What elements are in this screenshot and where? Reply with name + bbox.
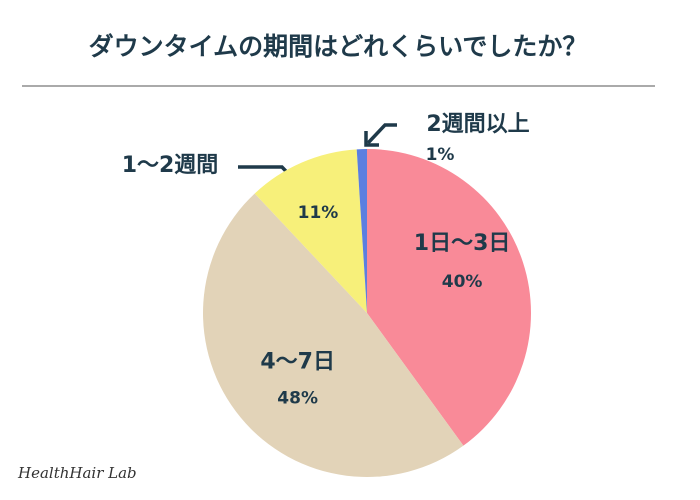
category-label: 2週間以上 (426, 112, 529, 137)
category-label: 1〜2週間 (122, 153, 219, 178)
pie-slice (367, 149, 531, 446)
watermark: HealthHair Lab (17, 464, 137, 482)
data-label: 1% (426, 145, 455, 165)
pie-slice (203, 193, 464, 477)
category-label: 4〜7日 (260, 349, 335, 374)
arrow-head (364, 131, 379, 147)
arrow (366, 123, 397, 145)
data-label: 40% (442, 272, 483, 292)
data-label: 11% (298, 203, 339, 223)
chart-title: ダウンタイムの期間はどれくらいでしたか？ (89, 32, 588, 61)
category-label: 1日〜3日 (414, 231, 511, 256)
pie-slice (356, 149, 367, 313)
data-label: 48% (277, 388, 318, 408)
pie-slice (254, 149, 367, 313)
